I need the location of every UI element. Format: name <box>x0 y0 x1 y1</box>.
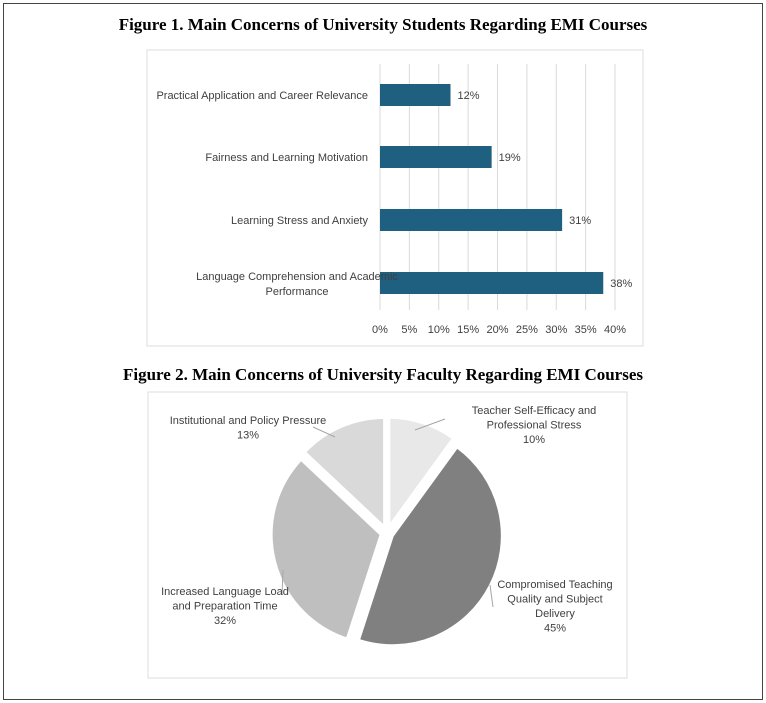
pie-slice <box>269 457 383 641</box>
slice-label: Compromised Teaching Quality and Subject D… <box>497 579 612 635</box>
slice-label-line: Institutional and Policy Pressure <box>170 415 327 427</box>
x-tick-label: 25% <box>516 324 538 336</box>
x-tick-label: 20% <box>486 324 508 336</box>
x-tick-label: 0% <box>372 324 388 336</box>
bar <box>380 146 492 168</box>
leader-line <box>414 418 446 431</box>
slice-percent: 32% <box>214 615 236 627</box>
category-label: Learning Stress and Anxiety <box>231 215 368 227</box>
category-label-line: Language Comprehension and Academic <box>196 271 398 283</box>
slice-label: Increased Language Load and Preparation T… <box>161 586 289 627</box>
x-tick-label: 15% <box>457 324 479 336</box>
slice-percent: 13% <box>237 430 259 442</box>
slice-label-line: Professional Stress <box>487 420 582 432</box>
slice-label-line: Delivery <box>535 608 575 620</box>
figure-2-title: Figure 2. Main Concerns of University Fa… <box>122 365 644 384</box>
data-label: 12% <box>458 90 480 102</box>
bar <box>380 209 563 231</box>
leader-line <box>489 584 494 608</box>
x-tick-label: 10% <box>428 324 450 336</box>
slice-label: Teacher Self-Efficacy and Professional St… <box>472 405 597 446</box>
leader-line <box>312 426 336 438</box>
x-tick-label: 5% <box>401 324 417 336</box>
slice-label-line: Quality and Subject <box>507 594 602 606</box>
slice-percent: 10% <box>523 434 545 446</box>
category-label: Fairness and Learning Motivation <box>205 152 368 164</box>
slice-label-line: Teacher Self-Efficacy and <box>472 405 597 417</box>
slice-label-line: Compromised Teaching <box>497 579 612 591</box>
x-tick-label: 40% <box>604 324 626 336</box>
bar <box>380 84 451 106</box>
data-label: 19% <box>499 152 521 164</box>
figure-1-title: Figure 1. Main Concerns of University St… <box>118 15 648 34</box>
slice-percent: 45% <box>544 623 566 635</box>
slice-label-line: Increased Language Load <box>161 586 289 598</box>
x-tick-label: 35% <box>575 324 597 336</box>
document-frame <box>3 3 763 700</box>
pie-slice <box>302 415 387 531</box>
slice-label-line: and Preparation Time <box>172 601 277 613</box>
category-label: Practical Application and Career Relevan… <box>156 90 368 102</box>
x-tick-label: 30% <box>545 324 567 336</box>
leader-line <box>281 569 284 596</box>
category-label-line: Performance <box>266 286 329 298</box>
slice-label: Institutional and Policy Pressure 13% <box>170 415 327 442</box>
category-label: Language Comprehension and Academic Perfo… <box>196 271 398 298</box>
pie-slice <box>387 415 456 532</box>
data-label: 38% <box>610 278 632 290</box>
data-label: 31% <box>569 215 591 227</box>
bar <box>380 272 604 294</box>
